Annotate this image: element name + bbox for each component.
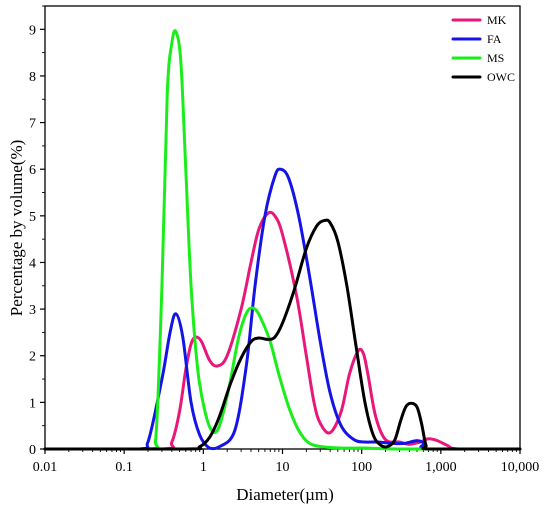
y-tick-label: 0: [29, 443, 36, 458]
y-tick-label: 9: [29, 23, 36, 38]
series-line-owc: [43, 218, 522, 451]
legend-label-owc: OWC: [487, 70, 515, 84]
x-axis-title: Diameter(µm): [236, 485, 334, 504]
y-tick-label: 8: [29, 70, 36, 85]
legend-label-mk: MK: [487, 13, 507, 27]
series-line-mk: [43, 210, 522, 451]
y-tick-label: 4: [29, 256, 36, 271]
y-tick-label: 3: [29, 303, 36, 318]
x-tick-label: 10: [276, 460, 290, 475]
legend-label-ms: MS: [487, 51, 504, 65]
x-tick-label: 1: [200, 460, 207, 475]
y-tick-label: 7: [29, 117, 36, 132]
series-line-fa: [43, 167, 522, 451]
y-axis-title: Percentage by volume(%): [7, 140, 26, 317]
series-line-ms: [43, 29, 522, 451]
y-tick-label: 2: [29, 350, 36, 365]
x-axis-ticks: 0.01 0.1 1 10 100 1,000 10,000: [33, 449, 540, 475]
x-tick-label: 10,000: [501, 460, 540, 475]
y-tick-label: 5: [29, 210, 36, 225]
x-tick-label: 0.01: [33, 460, 58, 475]
y-tick-label: 6: [29, 163, 36, 178]
y-axis-ticks: 0 1 2 3 4 5 6 7 8 9: [29, 5, 45, 458]
x-tick-label: 0.1: [115, 460, 133, 475]
y-tick-label: 1: [29, 396, 36, 411]
series-layer: [43, 29, 522, 451]
legend-label-fa: FA: [487, 32, 502, 46]
x-tick-label: 100: [351, 460, 372, 475]
legend: MK FA MS OWC: [451, 13, 515, 84]
x-tick-label: 1,000: [425, 460, 457, 475]
